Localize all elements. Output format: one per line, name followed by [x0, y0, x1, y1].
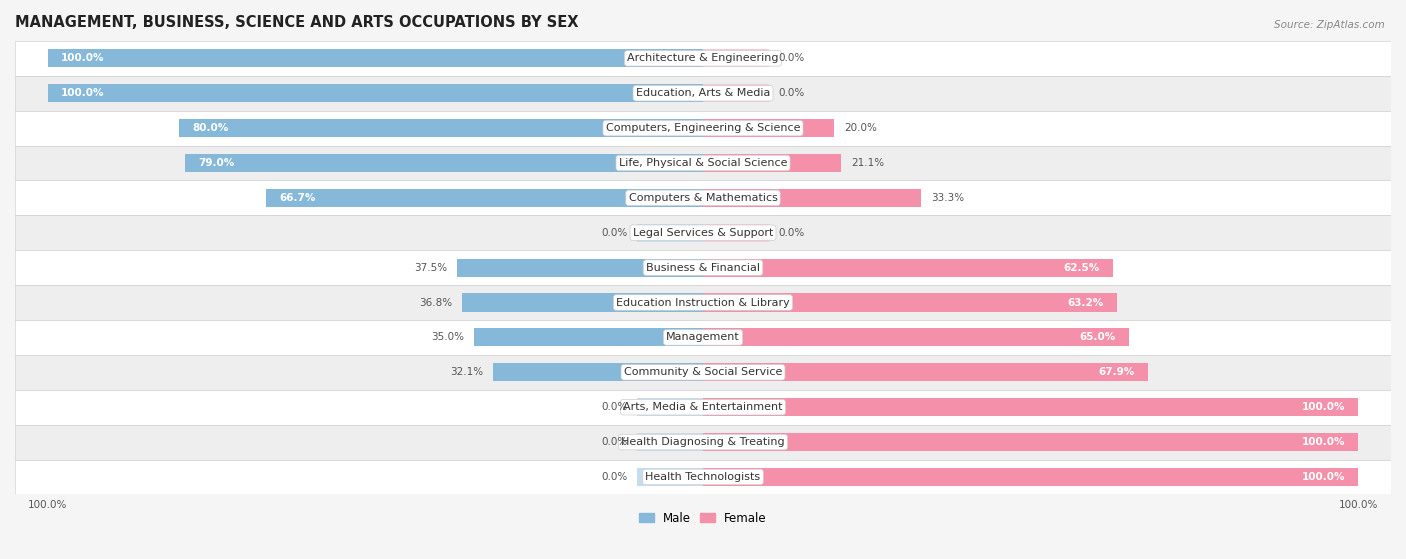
Text: 0.0%: 0.0%: [779, 88, 804, 98]
Legend: Male, Female: Male, Female: [634, 507, 772, 529]
Text: 100.0%: 100.0%: [1302, 472, 1346, 482]
Text: 0.0%: 0.0%: [602, 402, 627, 412]
Text: 0.0%: 0.0%: [602, 228, 627, 238]
Bar: [703, 398, 1358, 416]
Bar: [703, 433, 1358, 451]
Text: Management: Management: [666, 333, 740, 343]
Bar: [186, 154, 703, 172]
Bar: [703, 154, 841, 172]
Text: 63.2%: 63.2%: [1067, 297, 1104, 307]
Bar: [15, 76, 1391, 111]
Bar: [15, 181, 1391, 215]
Text: 67.9%: 67.9%: [1098, 367, 1135, 377]
Bar: [637, 468, 703, 486]
Text: Computers, Engineering & Science: Computers, Engineering & Science: [606, 123, 800, 133]
Bar: [15, 250, 1391, 285]
Text: Architecture & Engineering: Architecture & Engineering: [627, 53, 779, 63]
Text: 32.1%: 32.1%: [450, 367, 482, 377]
Bar: [703, 189, 921, 207]
Bar: [703, 84, 769, 102]
Text: 65.0%: 65.0%: [1080, 333, 1116, 343]
Text: 35.0%: 35.0%: [430, 333, 464, 343]
Text: 100.0%: 100.0%: [1302, 437, 1346, 447]
Bar: [703, 293, 1118, 311]
Text: 0.0%: 0.0%: [602, 472, 627, 482]
Bar: [492, 363, 703, 381]
Bar: [474, 328, 703, 347]
Text: 20.0%: 20.0%: [844, 123, 877, 133]
Text: 100.0%: 100.0%: [60, 88, 104, 98]
Text: Computers & Mathematics: Computers & Mathematics: [628, 193, 778, 203]
Bar: [15, 425, 1391, 459]
Bar: [457, 259, 703, 277]
Text: Legal Services & Support: Legal Services & Support: [633, 228, 773, 238]
Bar: [15, 285, 1391, 320]
Text: Health Technologists: Health Technologists: [645, 472, 761, 482]
Bar: [266, 189, 703, 207]
Bar: [637, 433, 703, 451]
Bar: [15, 41, 1391, 76]
Text: MANAGEMENT, BUSINESS, SCIENCE AND ARTS OCCUPATIONS BY SEX: MANAGEMENT, BUSINESS, SCIENCE AND ARTS O…: [15, 15, 578, 30]
Text: 0.0%: 0.0%: [779, 53, 804, 63]
Text: 66.7%: 66.7%: [278, 193, 315, 203]
Text: 21.1%: 21.1%: [851, 158, 884, 168]
Bar: [15, 320, 1391, 355]
Text: 36.8%: 36.8%: [419, 297, 453, 307]
Bar: [637, 398, 703, 416]
Text: Community & Social Service: Community & Social Service: [624, 367, 782, 377]
Text: 0.0%: 0.0%: [779, 228, 804, 238]
Text: Education Instruction & Library: Education Instruction & Library: [616, 297, 790, 307]
Bar: [48, 49, 703, 68]
Bar: [703, 363, 1147, 381]
Text: Source: ZipAtlas.com: Source: ZipAtlas.com: [1274, 20, 1385, 30]
Bar: [48, 84, 703, 102]
Bar: [703, 119, 834, 137]
Bar: [463, 293, 703, 311]
Text: 62.5%: 62.5%: [1063, 263, 1099, 273]
Bar: [637, 224, 703, 242]
Bar: [703, 224, 769, 242]
Bar: [703, 468, 1358, 486]
Bar: [15, 355, 1391, 390]
Text: Life, Physical & Social Science: Life, Physical & Social Science: [619, 158, 787, 168]
Text: 33.3%: 33.3%: [931, 193, 965, 203]
Bar: [15, 111, 1391, 145]
Text: 37.5%: 37.5%: [415, 263, 447, 273]
Bar: [703, 328, 1129, 347]
Text: 80.0%: 80.0%: [191, 123, 228, 133]
Text: 79.0%: 79.0%: [198, 158, 235, 168]
Text: Education, Arts & Media: Education, Arts & Media: [636, 88, 770, 98]
Bar: [703, 49, 769, 68]
Bar: [15, 459, 1391, 494]
Bar: [15, 145, 1391, 181]
Text: 0.0%: 0.0%: [602, 437, 627, 447]
Bar: [179, 119, 703, 137]
Text: 100.0%: 100.0%: [60, 53, 104, 63]
Text: Health Diagnosing & Treating: Health Diagnosing & Treating: [621, 437, 785, 447]
Text: Business & Financial: Business & Financial: [645, 263, 761, 273]
Bar: [15, 215, 1391, 250]
Bar: [703, 259, 1112, 277]
Text: Arts, Media & Entertainment: Arts, Media & Entertainment: [623, 402, 783, 412]
Text: 100.0%: 100.0%: [1302, 402, 1346, 412]
Bar: [15, 390, 1391, 425]
